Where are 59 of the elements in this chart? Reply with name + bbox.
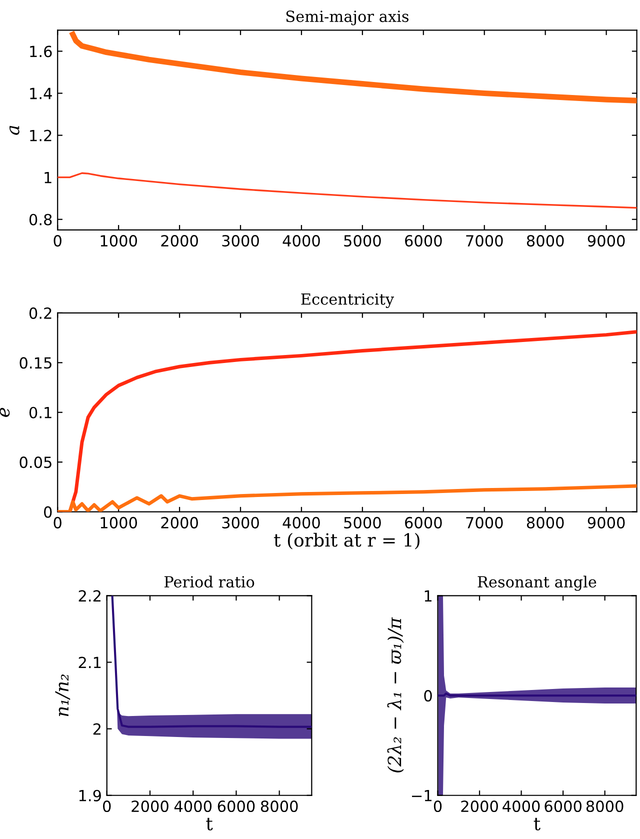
x-axis-title: t bbox=[206, 818, 213, 830]
y-tick-label: 2 bbox=[93, 723, 100, 735]
y-tick-label: 2.1 bbox=[78, 656, 101, 668]
y-tick-label: 1 bbox=[44, 172, 52, 184]
chart-title: Resonant angle bbox=[478, 576, 596, 591]
y-tick-label: 0 bbox=[424, 690, 432, 702]
x-tick-label: 0 bbox=[103, 800, 111, 812]
y-tick-label: 1.2 bbox=[30, 130, 52, 142]
x-tick-label: 1000 bbox=[100, 516, 137, 528]
x-tick-label: 8000 bbox=[526, 516, 564, 528]
x-tick-label: 9000 bbox=[588, 516, 625, 528]
x-tick-label: 0 bbox=[54, 235, 62, 247]
x-tick-label: 8000 bbox=[260, 800, 298, 812]
y-tick-label: 1.6 bbox=[30, 46, 52, 58]
x-tick-label: 4000 bbox=[282, 235, 320, 247]
x-tick-label: 1000 bbox=[100, 235, 137, 247]
y-tick-label: 1.4 bbox=[30, 88, 52, 100]
y-axis-title: a bbox=[10, 126, 20, 135]
y-tick-label: 0.15 bbox=[20, 357, 52, 369]
x-tick-label: 9000 bbox=[588, 235, 625, 247]
x-tick-label: 5000 bbox=[344, 516, 381, 528]
y-tick-label: 2.2 bbox=[78, 590, 100, 602]
x-tick-label: 2000 bbox=[132, 800, 168, 812]
chart-title: Period ratio bbox=[164, 576, 254, 588]
y-tick-label: 0 bbox=[44, 506, 52, 518]
x-tick-label: 8000 bbox=[526, 235, 564, 247]
y-axis-title: n₁/n₂ bbox=[55, 674, 70, 716]
y-axis-title: e bbox=[0, 408, 10, 417]
y-tick-label: 0.1 bbox=[29, 406, 52, 418]
chart-title: Eccentricity bbox=[301, 293, 394, 308]
y-tick-label: 0.2 bbox=[29, 307, 52, 319]
x-tick-label: 4000 bbox=[282, 516, 320, 528]
x-tick-label: 7000 bbox=[466, 235, 503, 247]
x-tick-label: 7000 bbox=[466, 516, 503, 528]
line-series bbox=[58, 172, 637, 209]
x-tick-label: 6000 bbox=[405, 235, 442, 247]
y-tick-label: 1.9 bbox=[79, 790, 101, 802]
x-tick-label: 5000 bbox=[344, 235, 381, 247]
x-tick-label: 3000 bbox=[222, 516, 259, 528]
x-tick-label: 4000 bbox=[502, 800, 540, 812]
x-tick-label: 8000 bbox=[586, 800, 624, 812]
x-tick-label: 6000 bbox=[218, 800, 255, 812]
y-tick-label: −1 bbox=[412, 790, 432, 802]
x-axis-title: t (orbit at r = 1) bbox=[274, 532, 420, 550]
x-axis-title: t bbox=[534, 818, 540, 830]
x-tick-label: 0 bbox=[54, 516, 62, 528]
y-tick-label: 0.05 bbox=[20, 456, 52, 468]
x-tick-label: 4000 bbox=[174, 800, 212, 812]
x-tick-label: 0 bbox=[434, 800, 442, 812]
chart-title: Semi-major axis bbox=[286, 10, 409, 26]
y-tick-label: 1 bbox=[424, 590, 432, 602]
x-tick-label: 2000 bbox=[161, 235, 198, 247]
x-tick-label: 6000 bbox=[405, 516, 442, 528]
y-axis-title: (2λ₂ − λ₁ − ϖ₁)/π bbox=[387, 617, 404, 772]
y-tick-label: 0.8 bbox=[29, 214, 52, 226]
x-tick-label: 6000 bbox=[544, 800, 582, 812]
x-tick-label: 2000 bbox=[161, 516, 198, 528]
x-tick-label: 3000 bbox=[222, 235, 259, 247]
x-tick-label: 2000 bbox=[461, 800, 498, 812]
